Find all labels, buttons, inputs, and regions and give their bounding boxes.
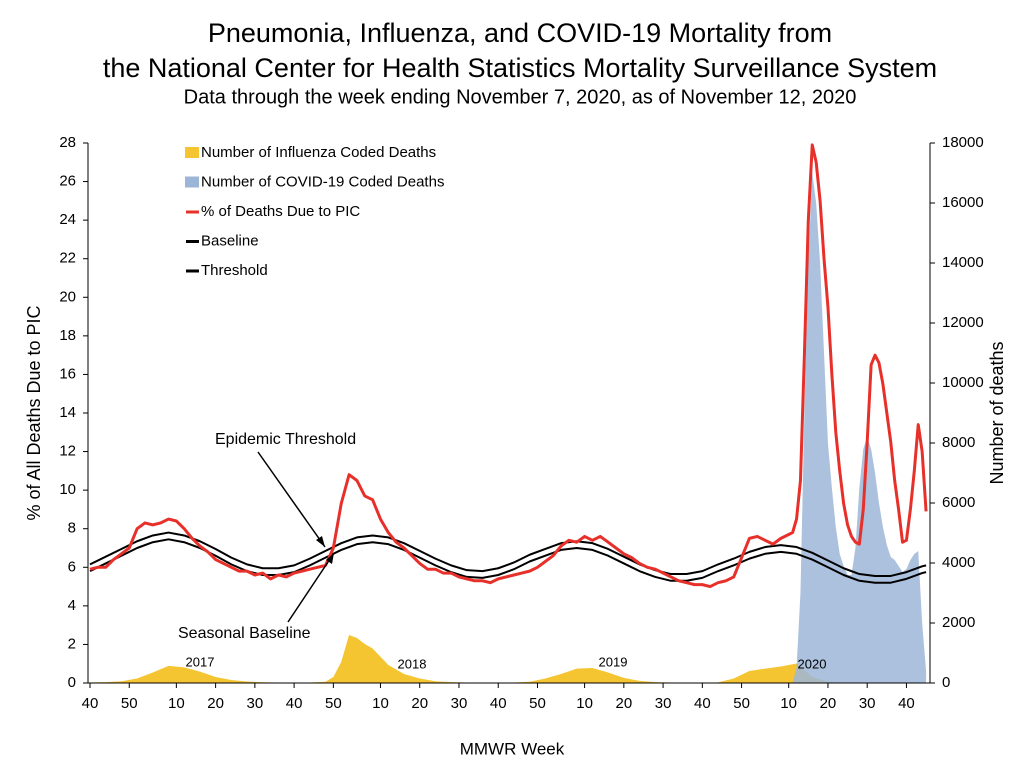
y-tick-label: 28 xyxy=(59,134,76,151)
y-tick-label: 20 xyxy=(59,288,76,305)
line xyxy=(89,531,927,577)
season-label: 2017 xyxy=(186,654,215,669)
x-tick-label: 50 xyxy=(733,695,750,712)
y-tick-label: 14 xyxy=(59,404,76,421)
x-tick-label: 20 xyxy=(411,695,428,712)
x-tick-label: 40 xyxy=(898,695,915,712)
chart-title: Pneumonia, Influenza, and COVID-19 Morta… xyxy=(208,18,832,48)
x-tick-label: 10 xyxy=(576,695,593,712)
y2-tick-label: 2000 xyxy=(942,614,975,631)
y-tick-label: 2 xyxy=(68,635,76,652)
season-label: 2020 xyxy=(798,656,827,671)
y-tick-label: 0 xyxy=(68,674,76,691)
x-tick-label: 10 xyxy=(168,695,185,712)
y2-tick-label: 4000 xyxy=(942,554,975,571)
x-tick-label: 10 xyxy=(372,695,389,712)
y-tick-label: 18 xyxy=(59,327,76,344)
y-tick-label: 6 xyxy=(68,558,76,575)
annotation: Seasonal Baseline xyxy=(178,625,311,642)
x-tick-label: 30 xyxy=(859,695,876,712)
y-tick-label: 12 xyxy=(59,443,76,460)
chart-subtitle: Data through the week ending November 7,… xyxy=(184,86,857,108)
y-tick-label: 10 xyxy=(59,481,76,498)
legend-label: Baseline xyxy=(201,232,259,249)
y-tick-label: 22 xyxy=(59,250,76,267)
legend-swatch xyxy=(185,176,199,188)
x-tick-label: 20 xyxy=(615,695,632,712)
arrow-head xyxy=(326,553,334,564)
chart-title: the National Center for Health Statistic… xyxy=(103,53,937,83)
arrow xyxy=(257,451,326,548)
x-tick-label: 50 xyxy=(529,695,546,712)
annotations: Epidemic Threshold Seasonal Baseline 201… xyxy=(178,144,826,671)
y2-tick-label: 8000 xyxy=(942,434,975,451)
x-tick-label: 20 xyxy=(207,695,224,712)
y-tick-label: 26 xyxy=(59,173,76,190)
y2-tick-label: 16000 xyxy=(942,194,984,211)
x-tick-label: 30 xyxy=(655,695,672,712)
plot-area: 0246810121416182022242628020004000600080… xyxy=(59,134,983,712)
y-tick-label: 16 xyxy=(59,365,76,382)
area xyxy=(90,635,923,683)
annotation: Epidemic Threshold xyxy=(215,431,356,448)
x-tick-label: 10 xyxy=(780,695,797,712)
x-tick-label: 20 xyxy=(820,695,837,712)
line xyxy=(89,143,928,589)
x-tick-label: 40 xyxy=(694,695,711,712)
legend-label: Threshold xyxy=(201,262,268,279)
season-label: 2019 xyxy=(599,654,628,669)
x-tick-label: 30 xyxy=(247,695,264,712)
x-tick-label: 30 xyxy=(451,695,468,712)
y-tick-label: 4 xyxy=(68,597,76,614)
area xyxy=(792,173,927,683)
legend-label: Number of COVID-19 Coded Deaths xyxy=(201,173,444,190)
y-axis-title: % of All Deaths Due to PIC xyxy=(24,305,44,520)
season-label: 2018 xyxy=(398,656,427,671)
y2-tick-label: 10000 xyxy=(942,374,984,391)
y2-tick-label: 14000 xyxy=(942,254,984,271)
x-tick-label: 40 xyxy=(286,695,303,712)
line xyxy=(89,538,927,584)
legend-label: Number of Influenza Coded Deaths xyxy=(201,144,436,161)
x-tick-label: 40 xyxy=(82,695,99,712)
x-axis-title: MMWR Week xyxy=(460,739,565,758)
arrow xyxy=(287,552,335,623)
y2-axis-title: Number of deaths xyxy=(987,341,1007,484)
y2-tick-label: 18000 xyxy=(942,134,984,151)
x-tick-label: 50 xyxy=(121,695,138,712)
arrow-head xyxy=(316,536,325,547)
legend-swatch xyxy=(185,147,199,158)
legend-label: % of Deaths Due to PIC xyxy=(201,203,360,220)
x-tick-label: 50 xyxy=(325,695,342,712)
y2-tick-label: 12000 xyxy=(942,314,984,331)
x-tick-label: 40 xyxy=(490,695,507,712)
y2-tick-label: 6000 xyxy=(942,494,975,511)
y-tick-label: 24 xyxy=(59,211,76,228)
y2-tick-label: 0 xyxy=(942,674,950,691)
y-tick-label: 8 xyxy=(68,520,76,537)
